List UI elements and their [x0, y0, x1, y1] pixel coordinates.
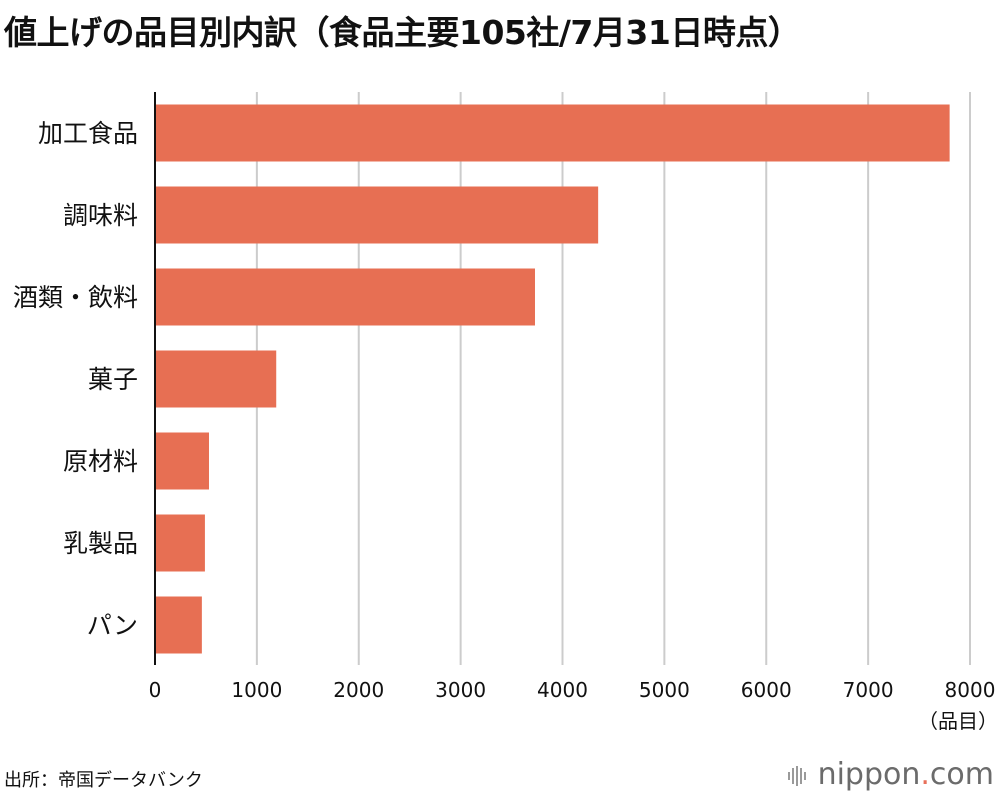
bar-layer [155, 104, 950, 654]
x-tick-label: 6000 [741, 678, 792, 702]
x-tick-label: 7000 [843, 678, 894, 702]
category-label: 乳製品 [63, 529, 138, 558]
nippon-logo: nippon. com [786, 757, 994, 792]
category-label: 菓子 [88, 365, 138, 394]
x-tick-label: 5000 [639, 678, 690, 702]
category-label: 調味料 [63, 201, 138, 230]
x-tick-label: 8000 [945, 678, 996, 702]
x-tick-label: 0 [149, 678, 162, 702]
bar [155, 432, 209, 490]
logo-name: nippon [817, 757, 921, 792]
x-tick-label: 2000 [333, 678, 384, 702]
chart-title: 値上げの品目別内訳（食品主要105社/7月31日時点） [4, 13, 801, 52]
category-label: 酒類・飲料 [13, 283, 138, 312]
logo-tld: com [929, 757, 994, 792]
category-label: 原材料 [63, 447, 138, 476]
bar [155, 350, 277, 408]
category-label: パン [87, 611, 138, 640]
grid-layer [255, 92, 971, 665]
bar [155, 514, 205, 572]
x-tick-label: 1000 [231, 678, 282, 702]
x-tick-label: 3000 [435, 678, 486, 702]
bar [155, 268, 535, 326]
x-axis-unit-label: （品目） [918, 709, 998, 733]
nippon-logo-icon [787, 765, 806, 786]
category-label: 加工食品 [38, 119, 138, 148]
label-layer: 0 1000 2000 3000 4000 5000 6000 7000 8000 加工食品調味料… [13, 119, 995, 702]
x-tick-label: 4000 [537, 678, 588, 702]
logo-dot: . [920, 757, 930, 792]
bar [155, 596, 202, 654]
bar [155, 186, 599, 244]
bar [155, 104, 950, 162]
source-note: 出所：帝国データバンク [4, 770, 203, 791]
